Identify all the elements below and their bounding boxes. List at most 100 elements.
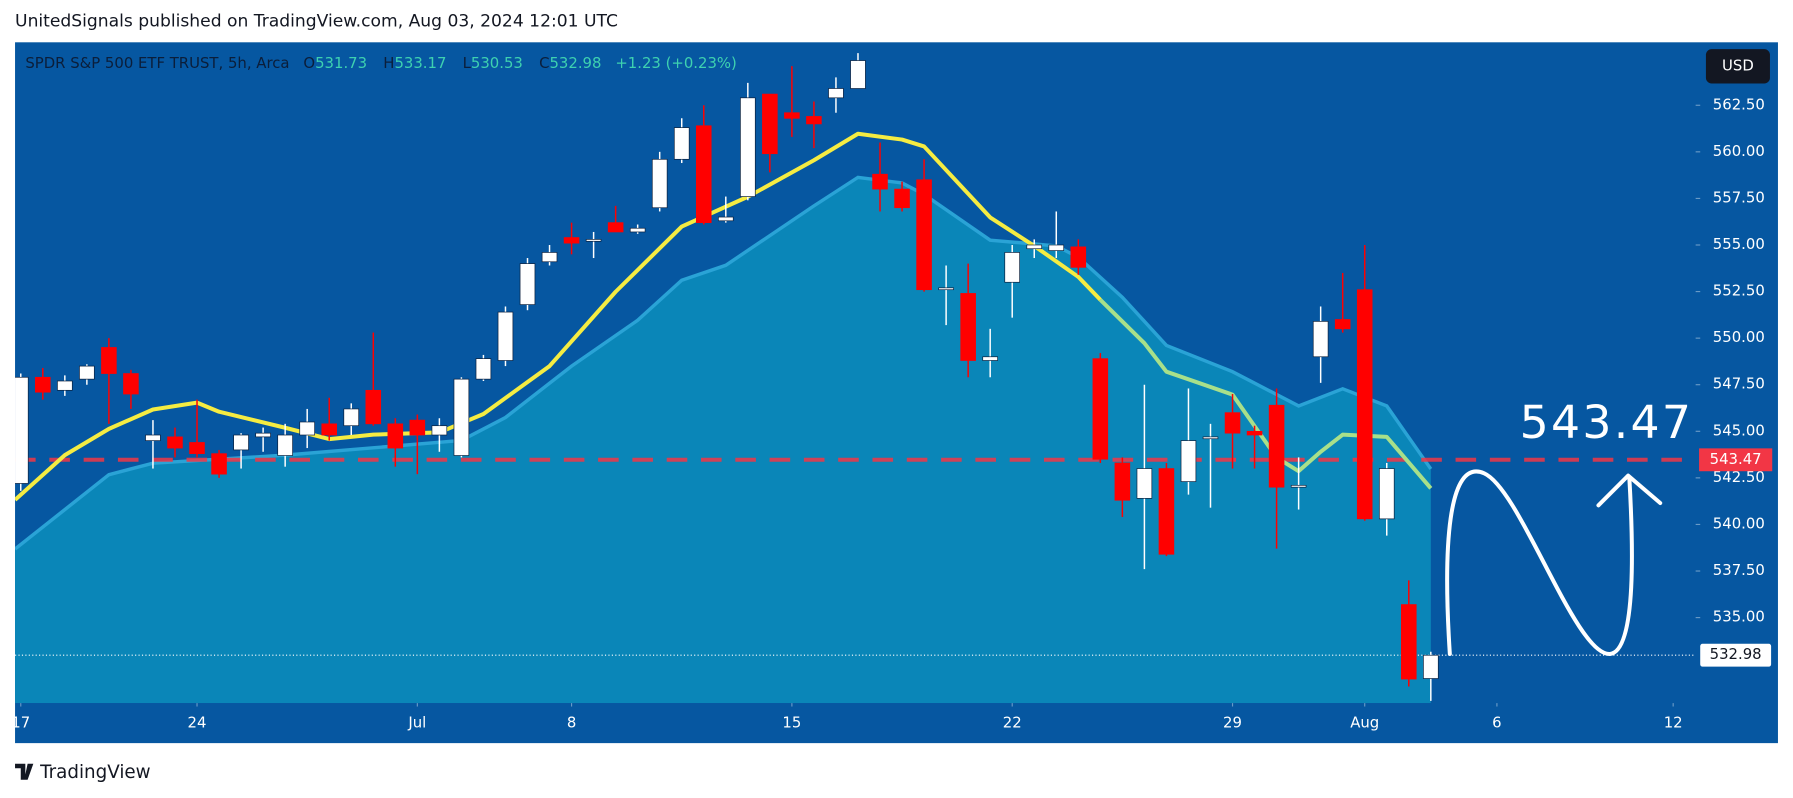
candle-body	[1246, 430, 1263, 436]
legend-header: SPDR S&P 500 ETF TRUST, 5h, Arca O531.73…	[25, 54, 737, 72]
candle-body	[1423, 654, 1439, 679]
moving-average	[15, 131, 1102, 502]
candle-body	[740, 97, 756, 197]
candle-body	[299, 421, 315, 436]
brand: TradingView	[15, 762, 151, 783]
publish-header: UnitedSignals published on TradingView.c…	[15, 12, 618, 32]
x-tick-label: 6	[1492, 714, 1501, 732]
candle-body	[1224, 412, 1241, 434]
candle-body	[497, 311, 514, 361]
candle-body	[585, 239, 602, 242]
candle-body	[145, 434, 161, 441]
candle-body	[387, 423, 404, 449]
currency-label: USD	[1722, 56, 1754, 74]
candle-body	[321, 423, 337, 436]
candle-body	[57, 380, 73, 391]
candle-body	[189, 442, 205, 454]
candle-body	[1158, 468, 1175, 555]
candle-body	[982, 356, 998, 361]
level-badge-label: 543.47	[1710, 450, 1762, 468]
ohlc-letter: H	[383, 54, 394, 72]
candle-body	[79, 365, 95, 380]
candle-body	[1290, 484, 1307, 488]
y-tick-label: 552.50	[1713, 282, 1765, 300]
candle-body	[1356, 289, 1373, 520]
candle-body	[211, 453, 227, 475]
x-tick-label: 8	[567, 714, 576, 732]
candle-body	[343, 408, 360, 427]
y-tick-label: 555.00	[1713, 235, 1765, 253]
band-area	[15, 177, 1431, 704]
symbol-title: SPDR S&P 500 ETF TRUST, 5h, Arca	[25, 54, 289, 72]
candle-body	[784, 112, 800, 119]
candle-body	[960, 293, 976, 361]
candle-body	[15, 376, 29, 484]
drawn-arrow	[1445, 469, 1663, 656]
change-value: +1.23 (+0.23%)	[615, 54, 737, 72]
candle-body	[35, 376, 51, 393]
candle-body	[629, 227, 646, 233]
candle-body	[806, 116, 822, 125]
y-tick-label: 542.50	[1713, 468, 1765, 486]
y-tick-label: 537.50	[1713, 561, 1765, 579]
candle-body	[695, 125, 712, 223]
candle-body	[1136, 468, 1153, 499]
candle-body	[431, 425, 448, 436]
ohlc-value: 530.53	[471, 54, 523, 72]
candle-body	[277, 434, 293, 456]
candle-body	[894, 188, 910, 209]
candle-body	[101, 347, 117, 374]
plot-area	[15, 53, 1696, 704]
candle-body	[1180, 440, 1197, 482]
y-tick-label: 547.50	[1713, 375, 1765, 393]
candle-body	[563, 237, 580, 244]
candle-body	[762, 93, 778, 155]
x-tick-label: 17	[11, 714, 30, 732]
candle-body	[475, 358, 492, 380]
y-tick-label: 535.00	[1713, 608, 1765, 626]
brand-name: TradingView	[39, 762, 151, 783]
candle-body	[233, 434, 249, 451]
ohlc-letter: C	[539, 54, 549, 72]
candle-body	[453, 378, 470, 456]
level-badge	[1699, 448, 1773, 472]
candle-body	[1004, 252, 1020, 283]
ohlc-letter: O	[303, 54, 315, 72]
y-tick-label: 545.00	[1713, 421, 1765, 439]
candle-body	[1401, 604, 1417, 680]
y-tick-label: 540.00	[1713, 514, 1765, 532]
candle-body	[167, 436, 183, 449]
x-tick-label: Aug	[1350, 714, 1379, 732]
x-tick-label: 22	[1003, 714, 1022, 732]
y-tick-label: 560.00	[1713, 142, 1765, 160]
candle-body	[718, 216, 734, 222]
candle-body	[938, 287, 954, 291]
candle-body	[651, 158, 668, 209]
x-tick-label: Jul	[407, 714, 426, 732]
ohlc-value: 532.98	[549, 54, 601, 72]
last-price-label: 532.98	[1710, 645, 1762, 663]
candle-body	[916, 179, 932, 291]
y-tick-label: 562.50	[1713, 95, 1765, 113]
candle-body	[519, 263, 536, 305]
currency-badge[interactable]	[1705, 49, 1770, 84]
candle-body	[673, 127, 690, 160]
candle-body	[1048, 244, 1065, 251]
candle-body	[828, 88, 844, 99]
ohlc-value: 531.73	[315, 54, 367, 72]
axes: 562.50 560.00 557.50 555.00 552.50 550.00 547.…	[11, 95, 1764, 731]
x-tick-label: 29	[1223, 714, 1242, 732]
candle-body	[1114, 462, 1131, 501]
brand-logo	[15, 763, 34, 780]
y-tick-label: 557.50	[1713, 188, 1765, 206]
ohlc-letter: L	[463, 54, 472, 72]
candle-body	[1268, 404, 1285, 488]
candle-body	[1026, 244, 1043, 250]
ohlc-value: 533.17	[394, 54, 446, 72]
last-price-badge	[1700, 643, 1772, 667]
candle-body	[1312, 321, 1329, 358]
candle-body	[607, 222, 624, 233]
candle-body	[1334, 319, 1351, 330]
candle-body	[872, 173, 888, 190]
